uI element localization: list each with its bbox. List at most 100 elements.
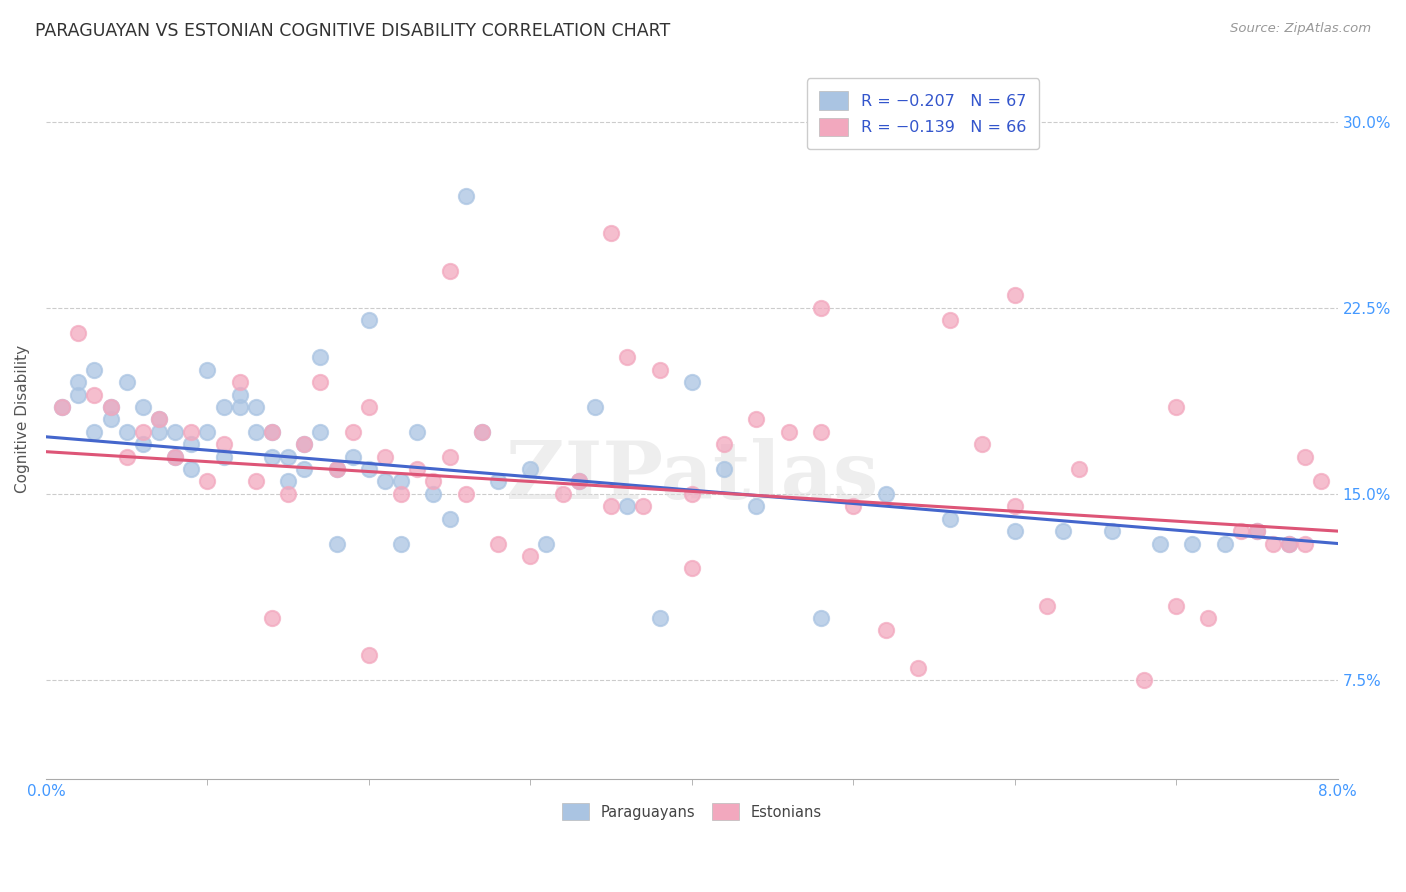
Point [1198, 611, 1220, 625]
Point [51, 400, 73, 414]
Point [212, 437, 235, 451]
Point [713, 462, 735, 476]
Point [439, 511, 461, 525]
Point [180, 437, 202, 451]
Point [1294, 450, 1316, 464]
Point [325, 462, 347, 476]
Point [1278, 536, 1301, 550]
Point [228, 375, 250, 389]
Point [1133, 673, 1156, 687]
Point [1181, 536, 1204, 550]
Point [519, 549, 541, 563]
Point [180, 462, 202, 476]
Point [132, 437, 155, 451]
Point [260, 450, 283, 464]
Point [197, 363, 219, 377]
Point [132, 400, 155, 414]
Point [292, 462, 315, 476]
Point [374, 475, 396, 489]
Point [245, 400, 267, 414]
Point [454, 487, 477, 501]
Point [681, 375, 703, 389]
Point [648, 363, 671, 377]
Point [100, 412, 122, 426]
Point [471, 425, 494, 439]
Point [616, 351, 638, 365]
Point [1004, 524, 1026, 538]
Point [277, 487, 299, 501]
Point [1310, 475, 1333, 489]
Point [357, 462, 380, 476]
Point [1213, 536, 1236, 550]
Point [165, 450, 187, 464]
Text: PARAGUAYAN VS ESTONIAN COGNITIVE DISABILITY CORRELATION CHART: PARAGUAYAN VS ESTONIAN COGNITIVE DISABIL… [35, 22, 671, 40]
Point [100, 400, 122, 414]
Point [568, 475, 591, 489]
Point [357, 648, 380, 663]
Point [439, 450, 461, 464]
Text: Source: ZipAtlas.com: Source: ZipAtlas.com [1230, 22, 1371, 36]
Point [165, 425, 187, 439]
Point [1036, 599, 1059, 613]
Point [1166, 599, 1188, 613]
Point [309, 425, 332, 439]
Point [277, 475, 299, 489]
Point [583, 400, 606, 414]
Point [148, 412, 170, 426]
Point [406, 425, 429, 439]
Point [1229, 524, 1251, 538]
Point [325, 536, 347, 550]
Point [454, 189, 477, 203]
Point [357, 313, 380, 327]
Point [245, 475, 267, 489]
Point [681, 561, 703, 575]
Point [486, 475, 509, 489]
Point [681, 487, 703, 501]
Point [132, 425, 155, 439]
Point [115, 425, 138, 439]
Point [939, 313, 962, 327]
Point [292, 437, 315, 451]
Point [907, 660, 929, 674]
Point [1261, 536, 1284, 550]
Point [357, 400, 380, 414]
Point [67, 387, 90, 401]
Point [536, 536, 558, 550]
Point [600, 500, 623, 514]
Point [616, 500, 638, 514]
Point [260, 425, 283, 439]
Point [1294, 536, 1316, 550]
Point [197, 425, 219, 439]
Point [1101, 524, 1123, 538]
Text: ZIPatlas: ZIPatlas [506, 438, 877, 516]
Point [115, 375, 138, 389]
Point [228, 400, 250, 414]
Point [67, 375, 90, 389]
Point [939, 511, 962, 525]
Point [260, 425, 283, 439]
Point [842, 500, 865, 514]
Point [422, 487, 444, 501]
Point [228, 387, 250, 401]
Point [342, 450, 364, 464]
Point [212, 400, 235, 414]
Point [180, 425, 202, 439]
Legend: Paraguayans, Estonians: Paraguayans, Estonians [557, 797, 827, 826]
Point [551, 487, 574, 501]
Y-axis label: Cognitive Disability: Cognitive Disability [15, 345, 30, 493]
Point [389, 536, 412, 550]
Point [83, 425, 105, 439]
Point [309, 351, 332, 365]
Point [1166, 400, 1188, 414]
Point [439, 263, 461, 277]
Point [406, 462, 429, 476]
Point [471, 425, 494, 439]
Point [972, 437, 994, 451]
Point [67, 326, 90, 340]
Point [1246, 524, 1268, 538]
Point [342, 425, 364, 439]
Point [389, 487, 412, 501]
Point [875, 487, 897, 501]
Point [277, 450, 299, 464]
Point [83, 387, 105, 401]
